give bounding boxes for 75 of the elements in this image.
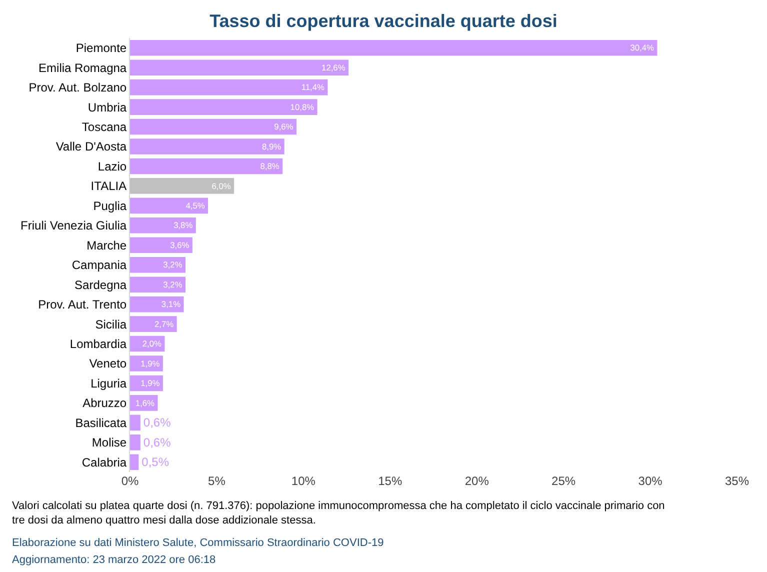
- text: Valori calcolati su platea quarte dosi (n. 791.376): popolazione immunocompromessa che ha completato il ciclo vaccinale primario con tre dosi da almeno quattro mesi dalla dose addizionale stessa.: [12, 500, 665, 526]
- bar: [130, 158, 283, 174]
- x-tick-label: 0%: [121, 474, 139, 488]
- y-tick-label: Sardegna: [74, 278, 127, 292]
- bar: [130, 40, 658, 56]
- y-tick-label: Friuli Venezia Giulia: [20, 218, 127, 233]
- data-label: 0,6%: [143, 435, 172, 450]
- data-label: 1,6%: [135, 398, 156, 408]
- bar: [130, 198, 208, 214]
- data-label: 4,5%: [186, 200, 206, 210]
- data-label: 9,6%: [274, 122, 294, 132]
- bar: [130, 356, 163, 372]
- bar: [130, 256, 186, 273]
- bar: [130, 79, 328, 96]
- chart-title: Tasso di copertura vaccinale quarte dosi: [210, 10, 558, 31]
- y-tick-label: Piemonte: [76, 41, 127, 56]
- data-label: 3,6%: [170, 240, 190, 250]
- text: Elaborazione su dati Ministero Salute, Commissario Straordinario COVID-19: [12, 537, 384, 549]
- data-label: 2,0%: [142, 338, 162, 349]
- data-label: 12,6%: [322, 62, 346, 72]
- bar: [130, 138, 284, 154]
- y-tick-label: Abruzzo: [82, 396, 127, 410]
- data-label: 3,2%: [163, 260, 183, 270]
- bar: [130, 118, 296, 135]
- data-label: 10,8%: [290, 102, 315, 112]
- y-tick-label: Basilicata: [75, 416, 127, 430]
- data-label: 30,4%: [630, 42, 655, 53]
- y-tick-label: Campania: [72, 258, 127, 272]
- bar: [130, 99, 318, 115]
- data-label: 3,1%: [161, 299, 182, 310]
- data-label: 2,7%: [154, 318, 174, 329]
- y-tick-label: Marche: [86, 238, 127, 252]
- y-tick-label: ITALIA: [90, 179, 127, 194]
- x-tick-label: 15%: [378, 474, 402, 488]
- y-tick-label: Liguria: [90, 376, 127, 390]
- data-label: 3,8%: [174, 220, 194, 230]
- bar: [130, 296, 184, 312]
- bar: [130, 434, 140, 450]
- y-tick-label: Umbria: [88, 100, 127, 114]
- data-label: 0,5%: [142, 455, 170, 470]
- y-tick-label: Emilia Romagna: [38, 60, 127, 75]
- y-tick-label: Puglia: [93, 198, 127, 213]
- data-label: 11,4%: [301, 82, 326, 92]
- data-label: 3,2%: [163, 279, 183, 290]
- x-tick-label: 35%: [724, 474, 750, 488]
- bar: [130, 237, 192, 254]
- y-tick-label: Toscana: [82, 120, 127, 134]
- data-label: 1,9%: [140, 358, 160, 368]
- bar: [130, 60, 349, 76]
- x-tick-label: 25%: [552, 474, 576, 488]
- data-label: 8,9%: [262, 141, 282, 152]
- data-label: 6,0%: [212, 180, 232, 191]
- data-label: 8,8%: [260, 161, 280, 172]
- x-tick-label: 20%: [464, 474, 490, 488]
- y-tick-label: Lombardia: [70, 336, 127, 351]
- x-tick-label: 5%: [208, 474, 226, 488]
- x-tick-label: 30%: [638, 474, 663, 488]
- text: Aggiornamento: 23 marzo 2022 ore 06:18: [12, 554, 216, 566]
- y-tick-label: Valle D'Aosta: [56, 140, 127, 154]
- y-tick-label: Veneto: [89, 356, 127, 371]
- bar: [130, 316, 177, 332]
- bar: [130, 414, 140, 431]
- bar: [130, 454, 139, 470]
- y-tick-label: Molise: [92, 436, 127, 450]
- data-label: 0,6%: [143, 416, 172, 430]
- x-tick-label: 10%: [291, 474, 316, 488]
- y-tick-label: Calabria: [82, 455, 127, 470]
- bar: [130, 276, 186, 292]
- y-tick-label: Prov. Aut. Trento: [38, 298, 127, 312]
- data-label: 1,9%: [140, 378, 160, 388]
- y-tick-label: Lazio: [98, 159, 127, 174]
- bar: [130, 178, 234, 194]
- bar: [130, 218, 196, 234]
- y-tick-label: Prov. Aut. Bolzano: [28, 80, 127, 95]
- y-tick-label: Sicilia: [95, 317, 127, 332]
